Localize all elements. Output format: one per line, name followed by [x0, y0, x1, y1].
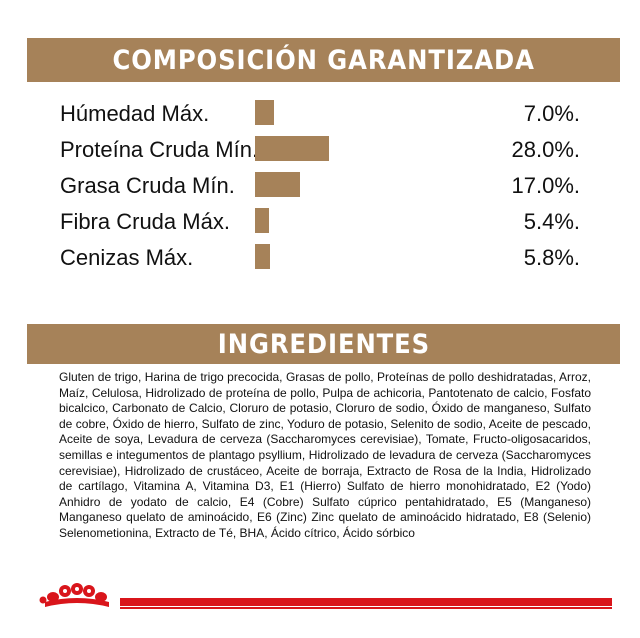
ingredients-text: Gluten de trigo, Harina de trigo precoci…	[59, 370, 591, 540]
nutrient-label: Proteína Cruda Mín.	[60, 137, 259, 162]
nutrient-label: Grasa Cruda Mín.	[60, 173, 235, 198]
nutrient-bar	[255, 136, 330, 161]
nutrient-bar	[255, 100, 274, 125]
composition-row: Húmedad Máx. 7.0%.	[60, 99, 580, 129]
composition-title: COMPOSICIÓN GARANTIZADA	[112, 44, 535, 76]
nutrient-bar	[255, 172, 301, 197]
composition-header: COMPOSICIÓN GARANTIZADA	[27, 38, 620, 82]
nutrient-value: 5.4%.	[523, 209, 580, 234]
nutrient-label: Cenizas Máx.	[60, 245, 194, 270]
composition-row: Proteína Cruda Mín. 28.0%.	[60, 135, 580, 165]
nutrient-label: Húmedad Máx.	[60, 101, 210, 126]
ingredients-header: INGREDIENTES	[27, 324, 620, 364]
ingredients-title: INGREDIENTES	[217, 328, 430, 360]
royal-canin-crown-logo-icon	[39, 583, 109, 607]
composition-row: Cenizas Máx. 5.8%.	[60, 243, 580, 273]
footer-thin-stripe	[120, 607, 612, 609]
nutrient-label: Fibra Cruda Máx.	[60, 209, 230, 234]
composition-row: Fibra Cruda Máx. 5.4%.	[60, 207, 580, 237]
footer-red-stripe	[120, 598, 612, 606]
nutrient-bar	[255, 208, 270, 233]
nutrient-value: 5.8%.	[523, 245, 580, 270]
nutrient-value: 7.0%.	[523, 101, 580, 126]
nutrient-value: 17.0%.	[511, 173, 581, 198]
nutrient-bar	[255, 244, 271, 269]
composition-row: Grasa Cruda Mín. 17.0%.	[60, 171, 580, 201]
nutrient-value: 28.0%.	[511, 137, 581, 162]
